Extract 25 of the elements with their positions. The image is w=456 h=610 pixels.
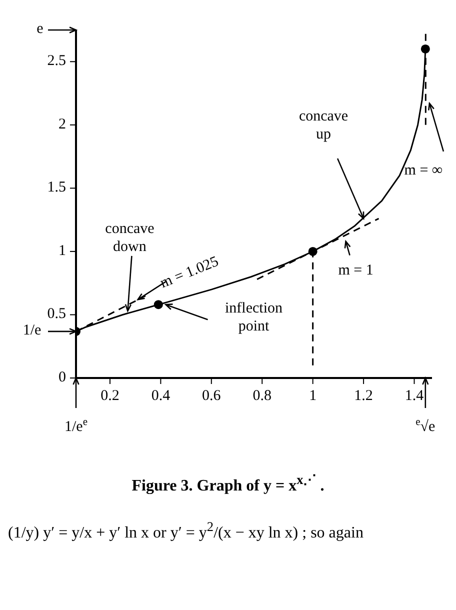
- x-tick-label: 0.2: [100, 388, 120, 404]
- y-tick-label: 0: [58, 369, 66, 386]
- text: e: [36, 21, 44, 38]
- x-tick-label: 1.4: [404, 388, 424, 404]
- annotation: m = ∞: [404, 162, 443, 179]
- annotation: m = 1.025: [158, 254, 222, 292]
- y-tick-label: 1: [58, 242, 66, 259]
- y-tick-label: 1.5: [47, 180, 66, 196]
- x-tick-label: 1: [309, 388, 317, 404]
- text: 1/e$^{e}$: [64, 416, 88, 436]
- annotation: inflection point: [225, 301, 283, 336]
- text: Figure 3. Graph of y = x$^{x⋰}$ .: [130, 472, 326, 496]
- y-tick-label: 2: [58, 116, 66, 132]
- x-tick-label: 0.4: [151, 388, 171, 404]
- y-tick-label: 2.5: [47, 53, 66, 70]
- annotation: 1/e: [22, 322, 42, 339]
- annotation: m = 1: [338, 262, 374, 279]
- x-tick-label: 0.8: [252, 388, 272, 404]
- y-tick-label: 0.5: [47, 306, 66, 322]
- x-tick-label: 0.6: [202, 388, 222, 404]
- text: $^{e}$√e: [416, 416, 436, 436]
- annotation: concave down: [105, 221, 155, 256]
- x-tick-label: 1.2: [354, 388, 373, 404]
- text: (1/y) y′ = y/x + y′ ln x or y′ = y$^{2}$/(x − xy ln x) ; so again: [8, 519, 364, 543]
- annotation: concave up: [298, 108, 348, 143]
